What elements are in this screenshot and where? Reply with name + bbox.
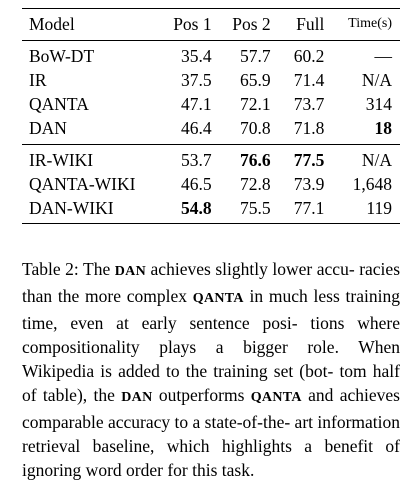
cell-full: 73.9: [293, 174, 325, 194]
cell-model: QANTA-WIKI: [29, 174, 136, 194]
cell-time: 119: [324, 196, 400, 224]
cell-pos2-best: 76.6: [211, 144, 271, 172]
cell-pos1: 35.4: [180, 46, 212, 66]
table-header-row: Model Pos 1 Pos 2 Full Time(s): [22, 8, 400, 41]
cell-pos2: 57.7: [240, 46, 271, 66]
table-row: QANTA-WIKI 46.5 72.8 73.9 1,648: [22, 172, 400, 196]
cell-pos2: 72.8: [240, 174, 271, 194]
header-full: Full: [270, 8, 325, 41]
cell-pos2: 72.1: [240, 94, 271, 114]
caption-model-name: QANTA: [250, 390, 302, 405]
table-group-wiki: IR-WIKI 53.7 76.6 77.5 N/A QANTA-WIKI 46…: [22, 144, 400, 224]
cell-model: QANTA: [29, 94, 89, 114]
cell-model: DAN-WIKI: [22, 196, 164, 224]
cell-pos1: 46.5: [180, 174, 212, 194]
caption-text: in much less training time, even at earl…: [22, 286, 400, 405]
cell-full: 77.1: [270, 196, 325, 224]
cell-model: DAN: [29, 118, 67, 138]
paper-excerpt: Model Pos 1 Pos 2 Full Time(s) BoW-DT 35…: [22, 0, 400, 482]
cell-pos2: 65.9: [240, 70, 271, 90]
cell-full-best: 77.5: [270, 144, 325, 172]
cell-full: 73.7: [293, 94, 325, 114]
header-time: Time(s): [324, 8, 400, 41]
cell-pos1: 46.4: [180, 118, 212, 138]
cell-full: 60.2: [293, 46, 325, 66]
cell-full: 71.4: [293, 70, 325, 90]
caption-model-name: QANTA: [192, 291, 244, 306]
table-caption: Table 2: The DAN achieves slightly lower…: [22, 257, 400, 482]
cell-pos2: 75.5: [211, 196, 271, 224]
table-row: IR 37.5 65.9 71.4 N/A: [22, 68, 400, 92]
cell-time-best: 18: [374, 118, 393, 138]
cell-model: IR: [29, 70, 47, 90]
header-model: Model: [22, 8, 164, 41]
cell-time: N/A: [324, 144, 400, 172]
caption-text: achieves slightly lower accu- racies tha…: [22, 259, 401, 306]
caption-text: outperforms: [152, 385, 251, 405]
header-pos2: Pos 2: [211, 8, 271, 41]
cell-model: BoW-DT: [29, 46, 95, 66]
header-pos1: Pos 1: [163, 8, 212, 41]
cell-time: 1,648: [352, 174, 392, 194]
cell-time: —: [374, 46, 393, 66]
cell-pos1: 47.1: [180, 94, 212, 114]
table-row: IR-WIKI 53.7 76.6 77.5 N/A: [22, 144, 400, 172]
cell-pos1: 37.5: [180, 70, 212, 90]
cell-pos1-best: 54.8: [163, 196, 212, 224]
cell-pos2: 70.8: [240, 118, 271, 138]
table-row: BoW-DT 35.4 57.7 60.2 —: [22, 41, 400, 69]
caption-model-name: DAN: [114, 264, 146, 279]
table-group-baseline: BoW-DT 35.4 57.7 60.2 — IR 37.5 65.9 71.…: [22, 41, 400, 145]
table-row: QANTA 47.1 72.1 73.7 314: [22, 92, 400, 116]
cell-time: 314: [365, 94, 392, 114]
cell-full: 71.8: [293, 118, 325, 138]
caption-text: Table 2: The: [22, 259, 115, 279]
cell-model: IR-WIKI: [22, 144, 164, 172]
results-table: Model Pos 1 Pos 2 Full Time(s) BoW-DT 35…: [22, 8, 400, 224]
table-row: DAN 46.4 70.8 71.8 18: [22, 116, 400, 145]
table-row: DAN-WIKI 54.8 75.5 77.1 119: [22, 196, 400, 224]
caption-model-name: DAN: [121, 390, 153, 405]
cell-time: N/A: [361, 70, 392, 90]
cell-pos1: 53.7: [163, 144, 212, 172]
